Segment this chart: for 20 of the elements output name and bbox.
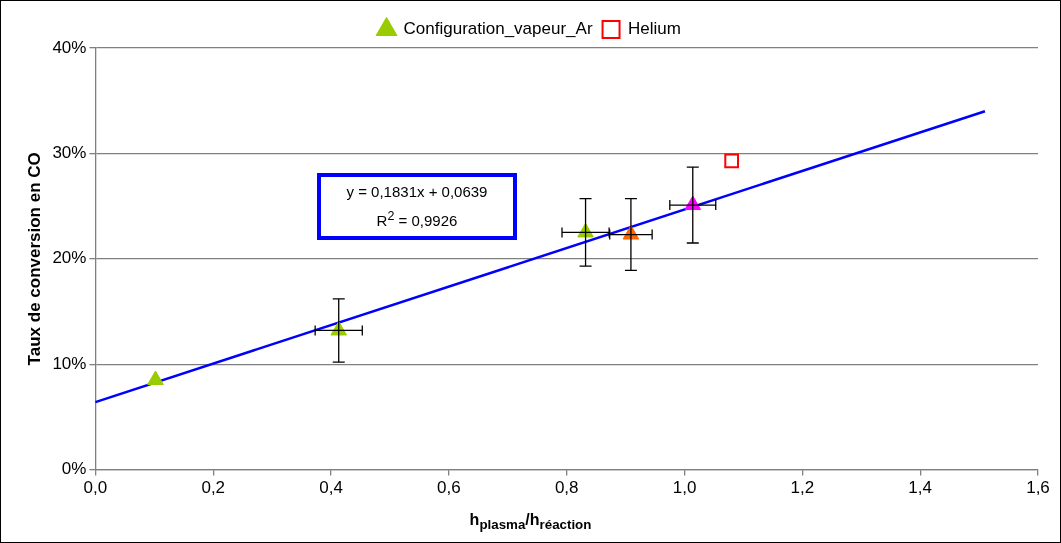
- y-tick-label: 0%: [61, 459, 87, 479]
- y-tick-label: 40%: [52, 37, 87, 57]
- x-tick-label: 0,2: [201, 478, 226, 498]
- y-tick-label: 30%: [52, 143, 87, 163]
- x-tick-label: 0,6: [437, 478, 461, 498]
- y-tick-label: 20%: [52, 248, 87, 268]
- x-axis-title: h$_{plasma}$/h$_{réaction}$: [468, 511, 593, 533]
- x-tick-label: 1,4: [908, 478, 932, 498]
- x-tick-label: 0,8: [554, 478, 579, 498]
- y-axis-title: Taux de conversion en CO: [24, 152, 44, 366]
- x-tick-label: 1,6: [1026, 478, 1050, 498]
- y-tick-label: 10%: [52, 353, 87, 373]
- point: [147, 370, 164, 386]
- text-box: y = 0,1831x + 0,0639 R$^{2}$ = 0,9926: [317, 173, 517, 240]
- legend-label: Configuration_vapeur_Ar: [403, 19, 593, 39]
- x-tick-label: 1,2: [790, 478, 815, 498]
- x-tick-label: 1,0: [672, 478, 697, 498]
- x-tick-label: 0,4: [319, 478, 343, 498]
- legend-label: Helium: [628, 19, 681, 39]
- x-tick-label: 0,0: [83, 478, 108, 498]
